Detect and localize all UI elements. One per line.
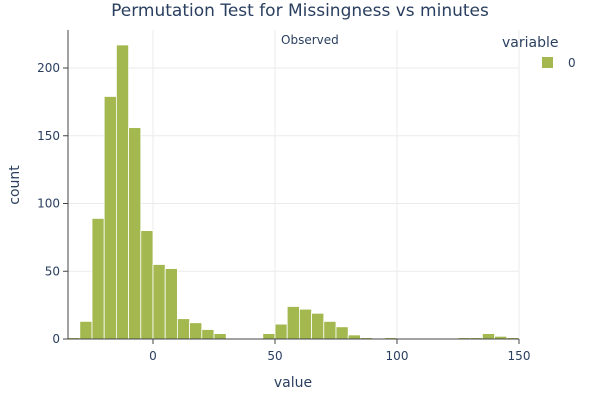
histogram-bar[interactable] [140, 230, 154, 340]
histogram-bar[interactable] [128, 127, 142, 340]
histogram-bar[interactable] [286, 306, 300, 340]
histogram-bar[interactable] [335, 326, 349, 340]
histogram-bar[interactable] [274, 323, 288, 340]
histogram-bar[interactable] [201, 329, 215, 340]
x-tick-label: 50 [267, 349, 282, 363]
histogram-bar[interactable] [116, 44, 130, 340]
legend-swatch[interactable] [542, 57, 553, 68]
histogram-bar[interactable] [176, 318, 190, 340]
histogram-bar[interactable] [323, 320, 337, 340]
histogram-bar[interactable] [164, 268, 178, 340]
histogram-bar[interactable] [213, 333, 227, 340]
legend-label: 0 [568, 56, 576, 70]
y-tick-label: 0 [52, 332, 60, 346]
histogram-bar[interactable] [311, 312, 325, 340]
x-tick-label: 100 [386, 349, 409, 363]
histogram-bar[interactable] [103, 96, 117, 340]
axes: 0 50 100 150 200 0 50 100 150 [37, 30, 530, 363]
x-tick-label: 150 [508, 349, 531, 363]
chart-title: Permutation Test for Missingness vs minu… [111, 1, 489, 21]
legend-title: variable [502, 35, 558, 51]
histogram-bar[interactable] [298, 308, 312, 340]
histogram-bar[interactable] [152, 264, 166, 340]
y-tick-label: 150 [37, 129, 60, 143]
histogram-bar[interactable] [481, 333, 495, 340]
histogram-bar[interactable] [189, 322, 203, 340]
histogram-bars [67, 44, 520, 340]
histogram-bar[interactable] [91, 218, 105, 340]
y-tick-label: 200 [37, 61, 60, 75]
y-tick-label: 50 [45, 264, 60, 278]
histogram-bar[interactable] [262, 333, 276, 340]
grid-lines [68, 30, 520, 339]
x-axis-title: value [274, 375, 312, 391]
histogram-bar[interactable] [79, 320, 93, 340]
observed-annotation: Observed [281, 33, 339, 47]
x-tick-label: 0 [149, 349, 157, 363]
y-tick-label: 100 [37, 197, 60, 211]
legend[interactable]: variable 0 [502, 35, 576, 70]
y-axis-title: count [7, 165, 23, 205]
histogram-bar[interactable] [347, 334, 361, 340]
